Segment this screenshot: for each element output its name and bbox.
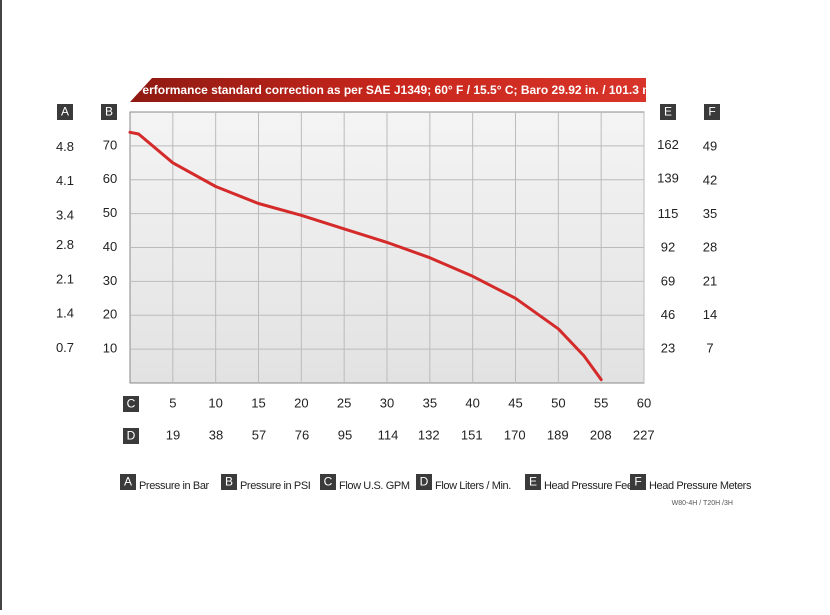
- x-tick-label: 95: [338, 427, 352, 442]
- legend-letter: A: [124, 475, 132, 489]
- legend-letter: D: [420, 475, 429, 489]
- performance-curve: [128, 130, 603, 382]
- legend-box: [630, 474, 646, 490]
- x-tick-label: 114: [378, 427, 399, 442]
- x-tick-label: 55: [594, 395, 608, 410]
- legend-letter: F: [634, 475, 641, 489]
- legend-name: Flow Liters / Min.: [435, 480, 511, 492]
- y-tick-label: 2.8: [56, 237, 74, 252]
- x-tick-label: 45: [508, 395, 522, 410]
- y-tick-label: 40: [103, 239, 117, 254]
- y-tick-label: 10: [103, 341, 117, 356]
- x-tick-label: 76: [295, 427, 309, 442]
- x-tick-label: 40: [465, 395, 479, 410]
- x-tick-label: 227: [633, 427, 655, 442]
- model-note: W80-4H / T20H /3H: [672, 500, 733, 507]
- x-tick-label: 30: [380, 395, 394, 410]
- legend-name: Head Pressure Feet: [544, 480, 636, 492]
- axis-letter: A: [61, 105, 69, 119]
- y-tick-label: 30: [103, 273, 117, 288]
- y-tick-label: 42: [703, 172, 717, 187]
- legend-box: [320, 474, 336, 490]
- legend-letter: C: [324, 475, 333, 489]
- x-tick-label: 60: [637, 395, 651, 410]
- frame-edge: [0, 0, 2, 610]
- chart-title: Performance standard correction as per S…: [134, 83, 661, 97]
- x-tick-label: 20: [294, 395, 308, 410]
- legend-name: Head Pressure Meters: [649, 480, 752, 492]
- axis-letter: F: [708, 105, 715, 119]
- y-tick-label: 46: [661, 307, 675, 322]
- axis-letter-box: [57, 104, 73, 120]
- y-tick-label: 162: [657, 137, 679, 152]
- legend-letter: E: [529, 475, 537, 489]
- y-tick-label: 4.1: [56, 173, 74, 188]
- y-tick-label: 0.7: [56, 340, 74, 355]
- x-tick-label: 38: [209, 427, 223, 442]
- legend-box: [120, 474, 136, 490]
- y-tick-label: 14: [703, 307, 717, 322]
- axis-letter: D: [127, 429, 136, 443]
- y-tick-label: 3.4: [56, 208, 74, 223]
- title-banner: [130, 78, 646, 102]
- y-tick-label: 70: [103, 137, 117, 152]
- y-tick-label: 35: [703, 206, 717, 221]
- y-tick-label: 28: [703, 240, 717, 255]
- x-tick-label: 151: [461, 427, 483, 442]
- legend-name: Flow U.S. GPM: [339, 480, 410, 492]
- axis-letter: B: [105, 105, 113, 119]
- y-tick-label: 1.4: [56, 306, 74, 321]
- x-tick-label: 189: [547, 427, 569, 442]
- axis-letter-box: [660, 104, 676, 120]
- x-tick-label: 25: [337, 395, 351, 410]
- legend-name: Pressure in PSI: [240, 480, 311, 492]
- legend-box: [525, 474, 541, 490]
- y-tick-label: 2.1: [56, 271, 74, 286]
- x-tick-label: 5: [169, 395, 176, 410]
- y-tick-label: 4.8: [56, 139, 74, 154]
- x-tick-label: 15: [251, 395, 265, 410]
- y-tick-label: 115: [658, 206, 679, 221]
- x-tick-label: 208: [590, 427, 612, 442]
- y-tick-label: 23: [661, 341, 675, 356]
- legend-name: Pressure in Bar: [139, 480, 210, 492]
- x-tick-label: 50: [551, 395, 565, 410]
- legend-box: [416, 474, 432, 490]
- x-tick-label: 35: [423, 395, 437, 410]
- axis-letter: E: [664, 105, 672, 119]
- y-tick-label: 21: [703, 273, 717, 288]
- x-tick-label: 170: [504, 427, 526, 442]
- y-tick-label: 60: [103, 171, 117, 186]
- y-tick-label: 50: [103, 205, 117, 220]
- axis-letter-box: [704, 104, 720, 120]
- axis-letter-box: [123, 396, 139, 412]
- y-tick-label: 7: [706, 341, 713, 356]
- legend-box: [221, 474, 237, 490]
- legend-letter: B: [225, 475, 233, 489]
- x-tick-label: 132: [418, 427, 440, 442]
- x-tick-label: 57: [252, 427, 266, 442]
- x-tick-label: 19: [166, 427, 180, 442]
- x-tick-label: 10: [208, 395, 222, 410]
- axis-letter: C: [127, 397, 136, 411]
- y-tick-label: 69: [661, 273, 675, 288]
- y-tick-label: 92: [661, 240, 675, 255]
- y-tick-label: 49: [703, 139, 717, 154]
- axis-letter-box: [101, 104, 117, 120]
- y-tick-label: 20: [103, 307, 117, 322]
- y-tick-label: 139: [657, 171, 679, 186]
- axis-letter-box: [123, 428, 139, 444]
